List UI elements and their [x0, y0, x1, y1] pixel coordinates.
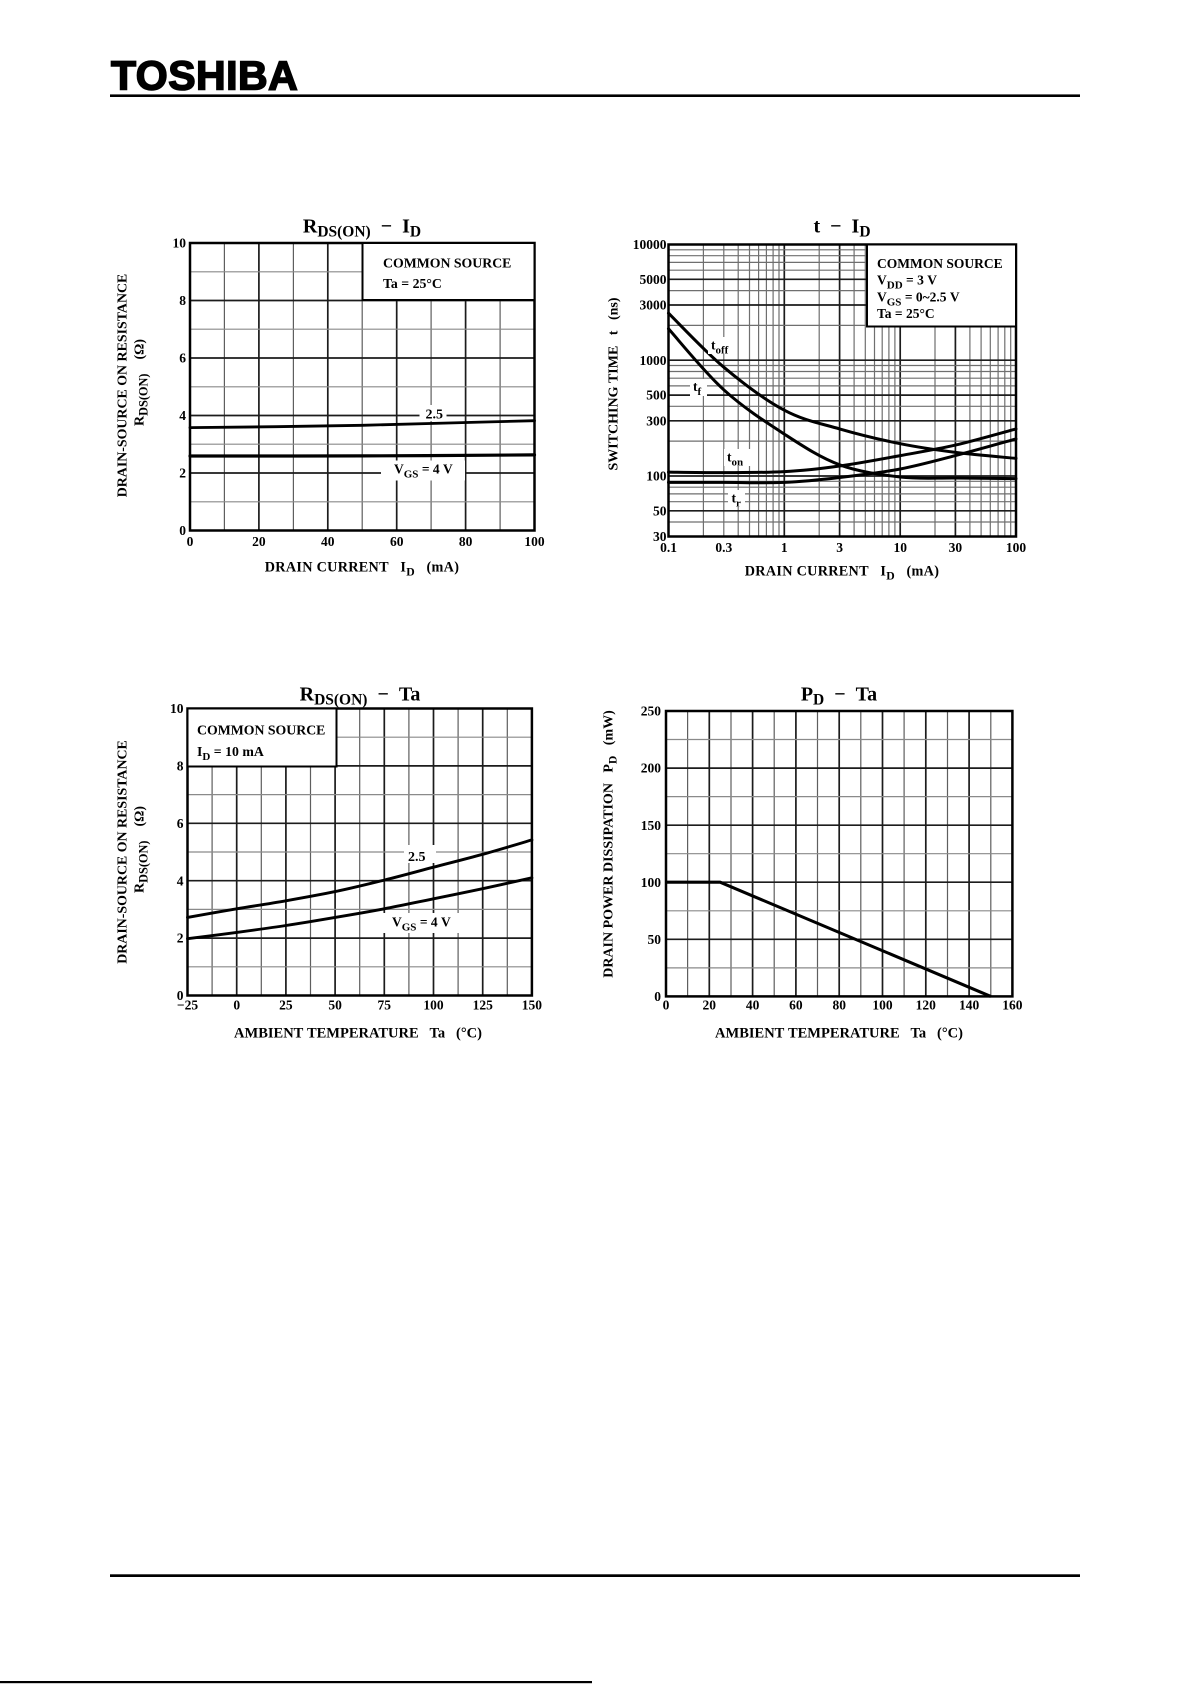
svg-text:DRAIN POWER DISSIPATION PD: DRAIN POWER DISSIPATION PD (mW)	[602, 710, 620, 978]
svg-text:3000: 3000	[640, 298, 667, 313]
svg-text:COMMON SOURCE: COMMON SOURCE	[877, 256, 1003, 271]
svg-text:100: 100	[524, 534, 545, 549]
svg-text:0: 0	[177, 988, 184, 1003]
svg-text:2: 2	[177, 931, 184, 946]
svg-text:120: 120	[916, 998, 937, 1013]
svg-text:10: 10	[173, 236, 187, 251]
svg-text:t − ID: t − ID	[813, 216, 870, 241]
svg-text:150: 150	[522, 998, 543, 1013]
svg-text:10: 10	[170, 701, 184, 716]
svg-text:80: 80	[832, 998, 846, 1013]
svg-text:0: 0	[179, 523, 186, 538]
svg-text:SWITCHING TIME t (ns): SWITCHING TIME t (ns)	[607, 297, 622, 470]
svg-text:5000: 5000	[640, 272, 667, 287]
svg-text:ID = 10 mA: ID = 10 mA	[197, 744, 264, 763]
svg-text:0.1: 0.1	[660, 540, 677, 555]
svg-text:100: 100	[423, 998, 444, 1013]
svg-text:2: 2	[179, 466, 186, 481]
svg-text:125: 125	[473, 998, 494, 1013]
svg-text:0: 0	[654, 989, 661, 1004]
svg-text:100: 100	[646, 469, 667, 484]
svg-text:COMMON SOURCE: COMMON SOURCE	[197, 723, 325, 738]
svg-text:300: 300	[646, 413, 667, 428]
svg-text:DRAIN CURRENT ID (mA): DRAIN CURRENT ID (mA)	[745, 564, 939, 583]
svg-text:2.5: 2.5	[408, 850, 426, 865]
svg-text:tr: tr	[732, 491, 742, 510]
svg-text:2.5: 2.5	[426, 408, 444, 423]
svg-text:RDS(ON) (Ω): RDS(ON) (Ω)	[133, 339, 151, 426]
svg-text:4: 4	[179, 408, 186, 423]
svg-text:AMBIENT TEMPERATURE Ta (°C: AMBIENT TEMPERATURE Ta (°C)	[234, 1026, 482, 1042]
svg-text:6: 6	[179, 351, 186, 366]
svg-text:30: 30	[949, 540, 963, 555]
svg-text:Ta = 25°C: Ta = 25°C	[877, 306, 935, 321]
svg-text:1000: 1000	[640, 353, 667, 368]
svg-text:10: 10	[893, 540, 907, 555]
svg-text:30: 30	[653, 529, 667, 544]
svg-text:50: 50	[648, 932, 662, 947]
svg-text:250: 250	[641, 704, 662, 719]
svg-text:40: 40	[746, 998, 760, 1013]
svg-text:75: 75	[378, 998, 392, 1013]
svg-text:60: 60	[789, 998, 803, 1013]
svg-text:1: 1	[781, 540, 788, 555]
svg-text:DRAIN CURRENT ID (mA): DRAIN CURRENT ID (mA)	[265, 560, 459, 579]
svg-text:200: 200	[641, 761, 662, 776]
svg-text:RDS(ON) (Ω): RDS(ON) (Ω)	[133, 806, 151, 893]
svg-text:50: 50	[653, 503, 667, 518]
svg-text:60: 60	[390, 534, 404, 549]
svg-text:−25: −25	[177, 998, 198, 1013]
svg-text:50: 50	[328, 998, 342, 1013]
svg-text:10000: 10000	[633, 237, 667, 252]
svg-text:DRAIN-SOURCE ON RESISTANCE: DRAIN-SOURCE ON RESISTANCE	[116, 740, 131, 964]
svg-text:20: 20	[703, 998, 717, 1013]
svg-text:150: 150	[641, 818, 662, 833]
svg-text:AMBIENT TEMPERATURE Ta (°C: AMBIENT TEMPERATURE Ta (°C)	[715, 1026, 963, 1042]
svg-text:4: 4	[177, 873, 184, 888]
svg-text:3: 3	[836, 540, 843, 555]
svg-text:20: 20	[252, 534, 266, 549]
svg-text:6: 6	[177, 816, 184, 831]
svg-text:160: 160	[1002, 998, 1023, 1013]
svg-text:0: 0	[233, 998, 240, 1013]
svg-text:DRAIN-SOURCE ON RESISTANCE: DRAIN-SOURCE ON RESISTANCE	[116, 274, 131, 498]
svg-text:500: 500	[646, 388, 667, 403]
svg-text:0: 0	[187, 534, 194, 549]
svg-text:80: 80	[459, 534, 473, 549]
svg-text:RDS(ON) − Ta: RDS(ON) − Ta	[300, 684, 421, 709]
svg-text:100: 100	[872, 998, 893, 1013]
svg-text:TOSHIBA: TOSHIBA	[111, 53, 298, 99]
svg-text:100: 100	[1006, 540, 1027, 555]
svg-text:tf: tf	[693, 379, 702, 398]
svg-text:8: 8	[177, 759, 184, 774]
svg-text:100: 100	[641, 875, 662, 890]
svg-text:25: 25	[279, 998, 293, 1013]
svg-text:PD − Ta: PD − Ta	[801, 684, 877, 709]
svg-text:0.3: 0.3	[715, 540, 732, 555]
svg-text:Ta = 25°C: Ta = 25°C	[383, 276, 442, 291]
svg-text:140: 140	[959, 998, 980, 1013]
svg-text:0: 0	[663, 998, 670, 1013]
svg-text:40: 40	[321, 534, 335, 549]
svg-text:RDS(ON) − ID: RDS(ON) − ID	[303, 216, 421, 241]
svg-text:8: 8	[179, 293, 186, 308]
svg-text:COMMON SOURCE: COMMON SOURCE	[383, 256, 511, 271]
